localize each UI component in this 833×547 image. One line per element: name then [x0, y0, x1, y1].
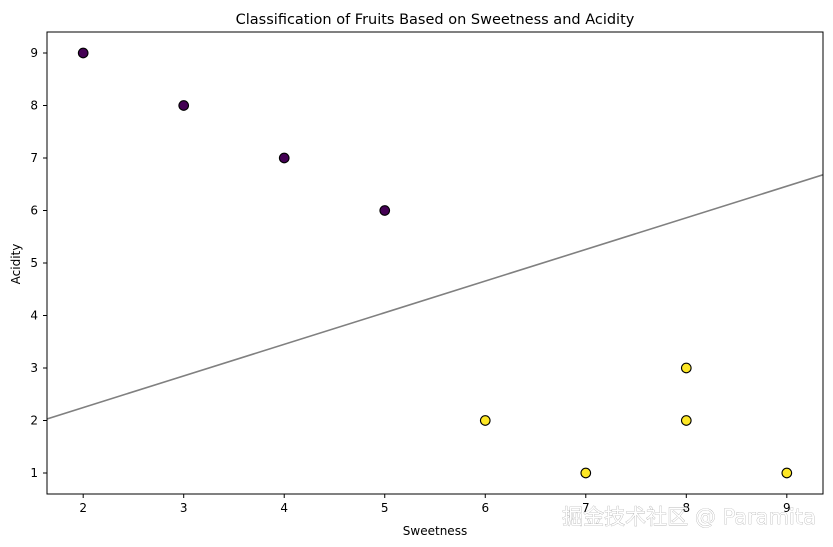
- plot-area: 2 3 4 5 6 7 8 9 1 2 3 4 5 6 7 8 9: [30, 31, 824, 515]
- data-point: [680, 362, 692, 374]
- y-tick-label: 1: [30, 466, 38, 480]
- y-tick-label: 8: [30, 99, 38, 113]
- decision-boundary-line: [47, 174, 823, 420]
- y-tick-label: 7: [30, 151, 38, 165]
- x-tick-label: 6: [481, 501, 489, 515]
- x-axis-label: Sweetness: [403, 524, 467, 538]
- y-tick-label: 3: [30, 361, 38, 375]
- x-tick-label: 5: [381, 501, 389, 515]
- data-point: [580, 467, 592, 479]
- x-tick-label: 8: [682, 501, 690, 515]
- data-point: [178, 100, 190, 111]
- data-point: [77, 47, 89, 59]
- x-tick-label: 2: [79, 501, 87, 515]
- plot-frame: [46, 31, 824, 495]
- y-tick-label: 5: [30, 256, 38, 270]
- watermark: 掘金技术社区 @ Paramita: [562, 505, 816, 529]
- data-point: [479, 415, 491, 426]
- y-axis-label: Acidity: [9, 244, 23, 285]
- y-tick-label: 6: [30, 204, 38, 218]
- x-tick-label: 7: [582, 501, 590, 515]
- chart-title: Classification of Fruits Based on Sweetn…: [236, 12, 635, 28]
- x-tick-label: 4: [280, 501, 288, 515]
- y-tick-label: 4: [30, 309, 38, 323]
- y-tick-label: 9: [30, 46, 38, 60]
- data-point: [379, 205, 391, 216]
- y-tick-label: 2: [30, 414, 38, 428]
- x-tick-label: 3: [180, 501, 188, 515]
- data-point: [680, 415, 692, 426]
- data-point: [278, 152, 290, 164]
- x-tick-label: 9: [783, 501, 791, 515]
- data-point: [781, 467, 793, 479]
